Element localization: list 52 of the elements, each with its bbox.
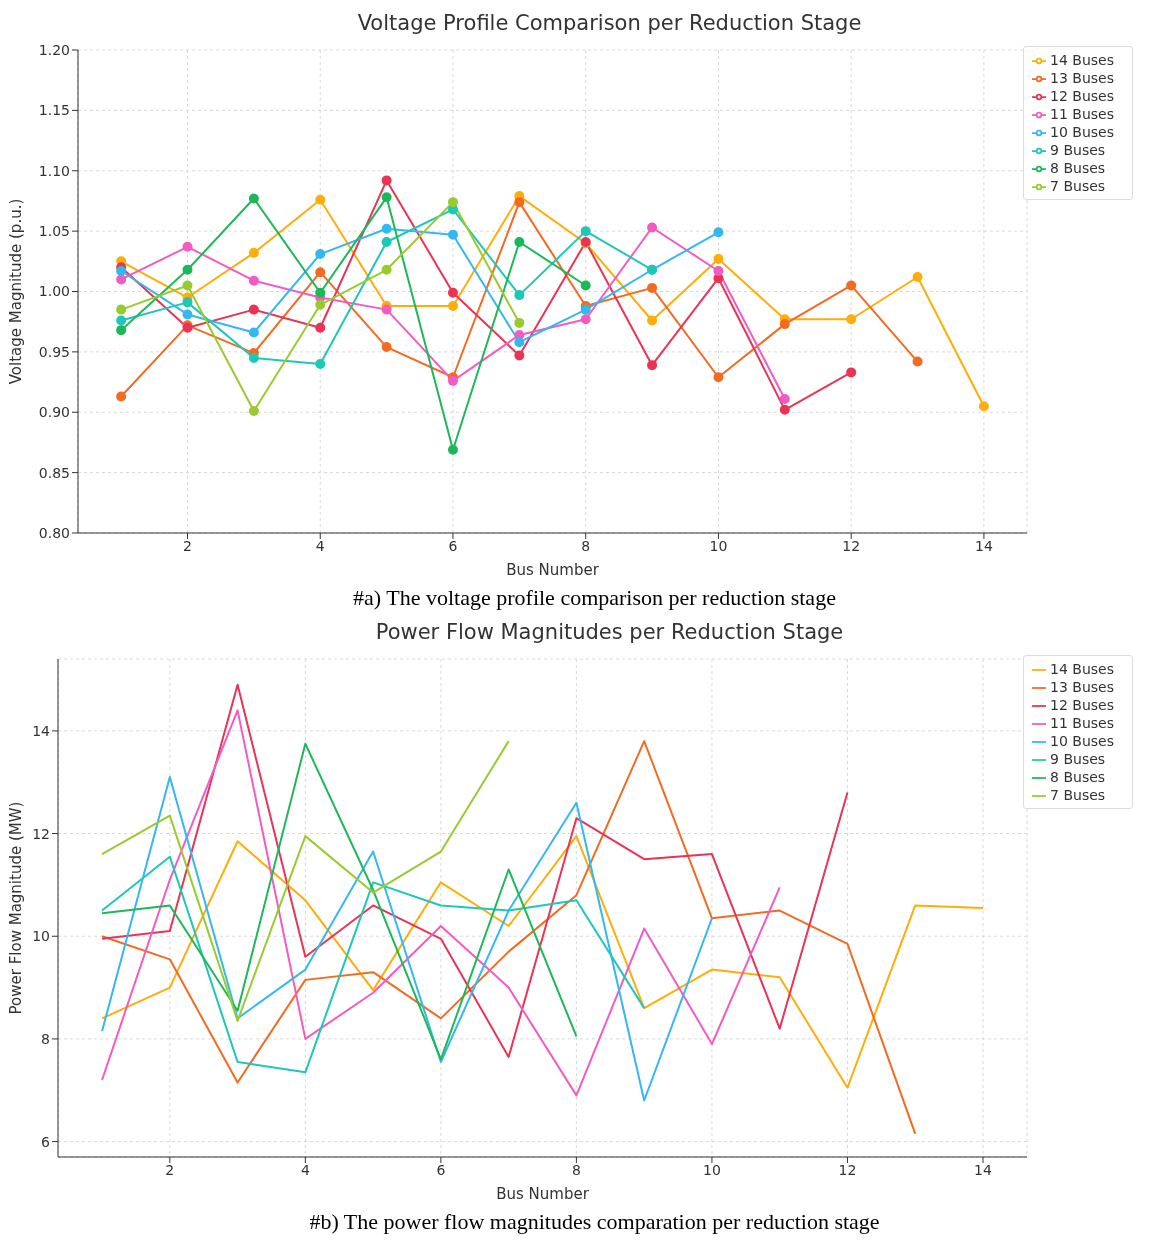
- x-tick-label: 6: [448, 537, 458, 554]
- x-tick-label: 12: [838, 1161, 857, 1178]
- x-tick-label: 14: [974, 537, 993, 554]
- x-tick-label: 8: [571, 1161, 581, 1178]
- y-tick-label: 0.90: [38, 404, 70, 421]
- y-tick-label: 12: [32, 825, 50, 842]
- x-tick-label: 10: [703, 1161, 721, 1178]
- legend-label: 14 Buses: [1050, 661, 1114, 677]
- y-tick-label: 1.20: [38, 41, 70, 58]
- chart-title: Voltage Profile Comparison per Reduction Stage: [356, 10, 863, 37]
- y-tick-label: 0.95: [38, 343, 70, 360]
- y-tick-label: 1.05: [38, 223, 70, 240]
- legend-label: 13 Buses: [1050, 70, 1114, 86]
- x-tick-label: 14: [974, 1161, 992, 1178]
- y-axis-title: Voltage Magnitude (p.u.): [7, 198, 26, 385]
- chart-title: Power Flow Magnitudes per Reduction Stage: [374, 619, 845, 646]
- y-tick-label: 0.80: [38, 524, 70, 541]
- x-tick-label: 2: [165, 1161, 175, 1178]
- y-tick-label: 0.85: [38, 464, 70, 481]
- legend-label: 7 Buses: [1050, 787, 1106, 803]
- text: #b) The power flow magnitudes comparation per reduction stage: [308, 1208, 881, 1236]
- legend-label: 9 Buses: [1050, 142, 1106, 158]
- legend-label: 13 Buses: [1050, 679, 1114, 695]
- x-tick-label: 12: [842, 537, 861, 554]
- text: #a) The voltage profile comparison per reduction stage: [352, 584, 837, 612]
- legend-label: 12 Buses: [1050, 697, 1114, 713]
- y-tick-label: 1.10: [38, 162, 70, 179]
- x-tick-label: 8: [581, 537, 591, 554]
- x-tick-label: 6: [436, 1161, 446, 1178]
- legend-label: 11 Buses: [1050, 715, 1114, 731]
- legend-label: 8 Buses: [1050, 769, 1106, 785]
- legend-label: 8 Buses: [1050, 160, 1106, 176]
- legend-label: 9 Buses: [1050, 751, 1106, 767]
- y-tick-label: 8: [41, 1030, 50, 1047]
- x-axis-title: Bus Number: [506, 561, 600, 579]
- legend-label: 12 Buses: [1050, 88, 1114, 104]
- x-axis-title: Bus Number: [496, 1185, 590, 1203]
- legend-label: 11 Buses: [1050, 106, 1114, 122]
- y-tick-label: 1.15: [38, 102, 70, 119]
- x-tick-label: 4: [300, 1161, 310, 1178]
- y-tick-label: 6: [41, 1133, 51, 1150]
- legend-label: 7 Buses: [1050, 178, 1106, 194]
- x-tick-label: 2: [183, 537, 192, 554]
- y-tick-label: 1.00: [38, 283, 70, 300]
- legend-label: 14 Buses: [1050, 52, 1114, 68]
- legend-label: 10 Buses: [1050, 733, 1114, 749]
- y-tick-label: 10: [32, 928, 50, 945]
- x-tick-label: 10: [709, 537, 728, 554]
- legend-label: 10 Buses: [1050, 124, 1114, 140]
- x-tick-label: 4: [315, 537, 325, 554]
- y-axis-title: Power Flow Magnitude (MW): [7, 801, 26, 1015]
- y-tick-label: 14: [32, 722, 51, 739]
